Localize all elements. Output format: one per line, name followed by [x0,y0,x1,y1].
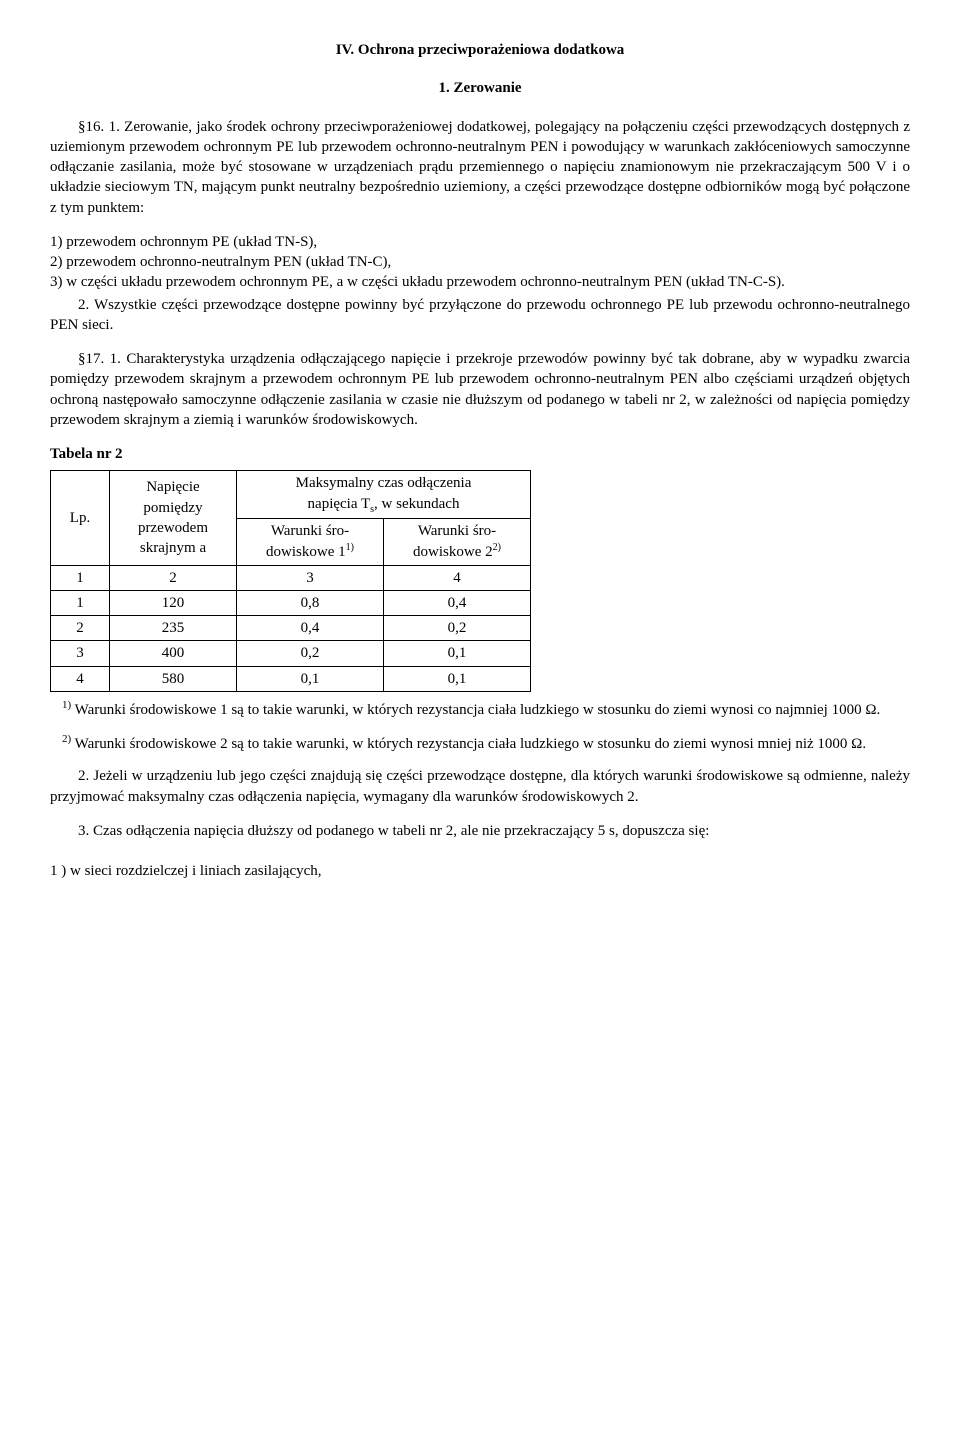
table-header-row-1: Lp. Napięcie pomiędzy przewodem skrajnym… [51,471,531,519]
list-item-17-3-1: 1 ) w sieci rozdzielczej i liniach zasil… [50,861,910,881]
col-lp: Lp. [51,471,110,565]
footnote-1: 1) Warunki środowiskowe 1 są to takie wa… [50,698,910,720]
cell-w2: 0,2 [384,616,531,641]
table-row: 1 120 0,8 0,4 [51,590,531,615]
footnote-2: 2) Warunki środowiskowe 2 są to takie wa… [50,732,910,754]
list-item-1: 1) przewodem ochronnym PE (układ TN-S), [50,232,910,252]
cell-lp: 3 [51,641,110,666]
col-w2-l1: Warunki śro- [418,523,496,539]
section-title: IV. Ochrona przeciwporażeniowa dodatkowa [50,40,910,60]
col-w1-sup: 1) [346,542,354,553]
cell-w2: 0,1 [384,666,531,691]
col-warunki-1: Warunki śro- dowiskowe 11) [237,519,384,566]
footnote-2-text: Warunki środowiskowe 2 są to takie warun… [71,736,866,752]
hnum-2: 2 [110,565,237,590]
paragraph-16-1: §16. 1. Zerowanie, jako środek ochrony p… [50,117,910,218]
data-table: Lp. Napięcie pomiędzy przewodem skrajnym… [50,470,531,692]
paragraph-17-2: 2. Jeżeli w urządzeniu lub jego części z… [50,766,910,807]
cell-nap: 400 [110,641,237,666]
hnum-4: 4 [384,565,531,590]
cell-w1: 0,2 [237,641,384,666]
col-w1-l1: Warunki śro- [271,523,349,539]
col-max-l2b: , w sekundach [374,496,459,512]
cell-lp: 4 [51,666,110,691]
paragraph-17-1: §17. 1. Charakterystyka urządzenia odłąc… [50,349,910,430]
footnote-1-label: 1) [62,699,71,711]
cell-nap: 580 [110,666,237,691]
col-warunki-2: Warunki śro- dowiskowe 22) [384,519,531,566]
col-max-l2a: napięcia T [308,496,371,512]
table-2: Lp. Napięcie pomiędzy przewodem skrajnym… [50,470,910,692]
cell-w2: 0,1 [384,641,531,666]
cell-w1: 0,4 [237,616,384,641]
section-subtitle: 1. Zerowanie [50,78,910,98]
cell-w2: 0,4 [384,590,531,615]
footnote-1-text: Warunki środowiskowe 1 są to takie warun… [71,702,880,718]
cell-w1: 0,1 [237,666,384,691]
col-w2-sup: 2) [493,542,501,553]
cell-nap: 120 [110,590,237,615]
cell-nap: 235 [110,616,237,641]
col-nap-l1: Napięcie [146,479,199,495]
hnum-3: 3 [237,565,384,590]
table-colnum-row: 1 2 3 4 [51,565,531,590]
list-item-2: 2) przewodem ochronno-neutralnym PEN (uk… [50,252,910,272]
hnum-1: 1 [51,565,110,590]
table-label: Tabela nr 2 [50,444,910,464]
col-nap-l4: skrajnym a [140,540,206,556]
table-row: 3 400 0,2 0,1 [51,641,531,666]
col-max-czas: Maksymalny czas odłączenia napięcia Ts, … [237,471,531,519]
col-w1-l2: dowiskowe 1 [266,544,346,560]
table-row: 4 580 0,1 0,1 [51,666,531,691]
col-w2-l2: dowiskowe 2 [413,544,493,560]
table-row: 2 235 0,4 0,2 [51,616,531,641]
paragraph-16-2: 2. Wszystkie części przewodzące dostępne… [50,295,910,336]
cell-w1: 0,8 [237,590,384,615]
col-nap-l2: pomiędzy [143,500,202,516]
paragraph-17-3: 3. Czas odłączenia napięcia dłuższy od p… [50,821,910,841]
footnote-2-label: 2) [62,733,71,745]
list-item-3: 3) w części układu przewodem ochronnym P… [50,272,910,292]
col-max-l1: Maksymalny czas odłączenia [296,475,472,491]
col-nap-l3: przewodem [138,520,208,536]
cell-lp: 1 [51,590,110,615]
col-napiecie: Napięcie pomiędzy przewodem skrajnym a [110,471,237,565]
cell-lp: 2 [51,616,110,641]
